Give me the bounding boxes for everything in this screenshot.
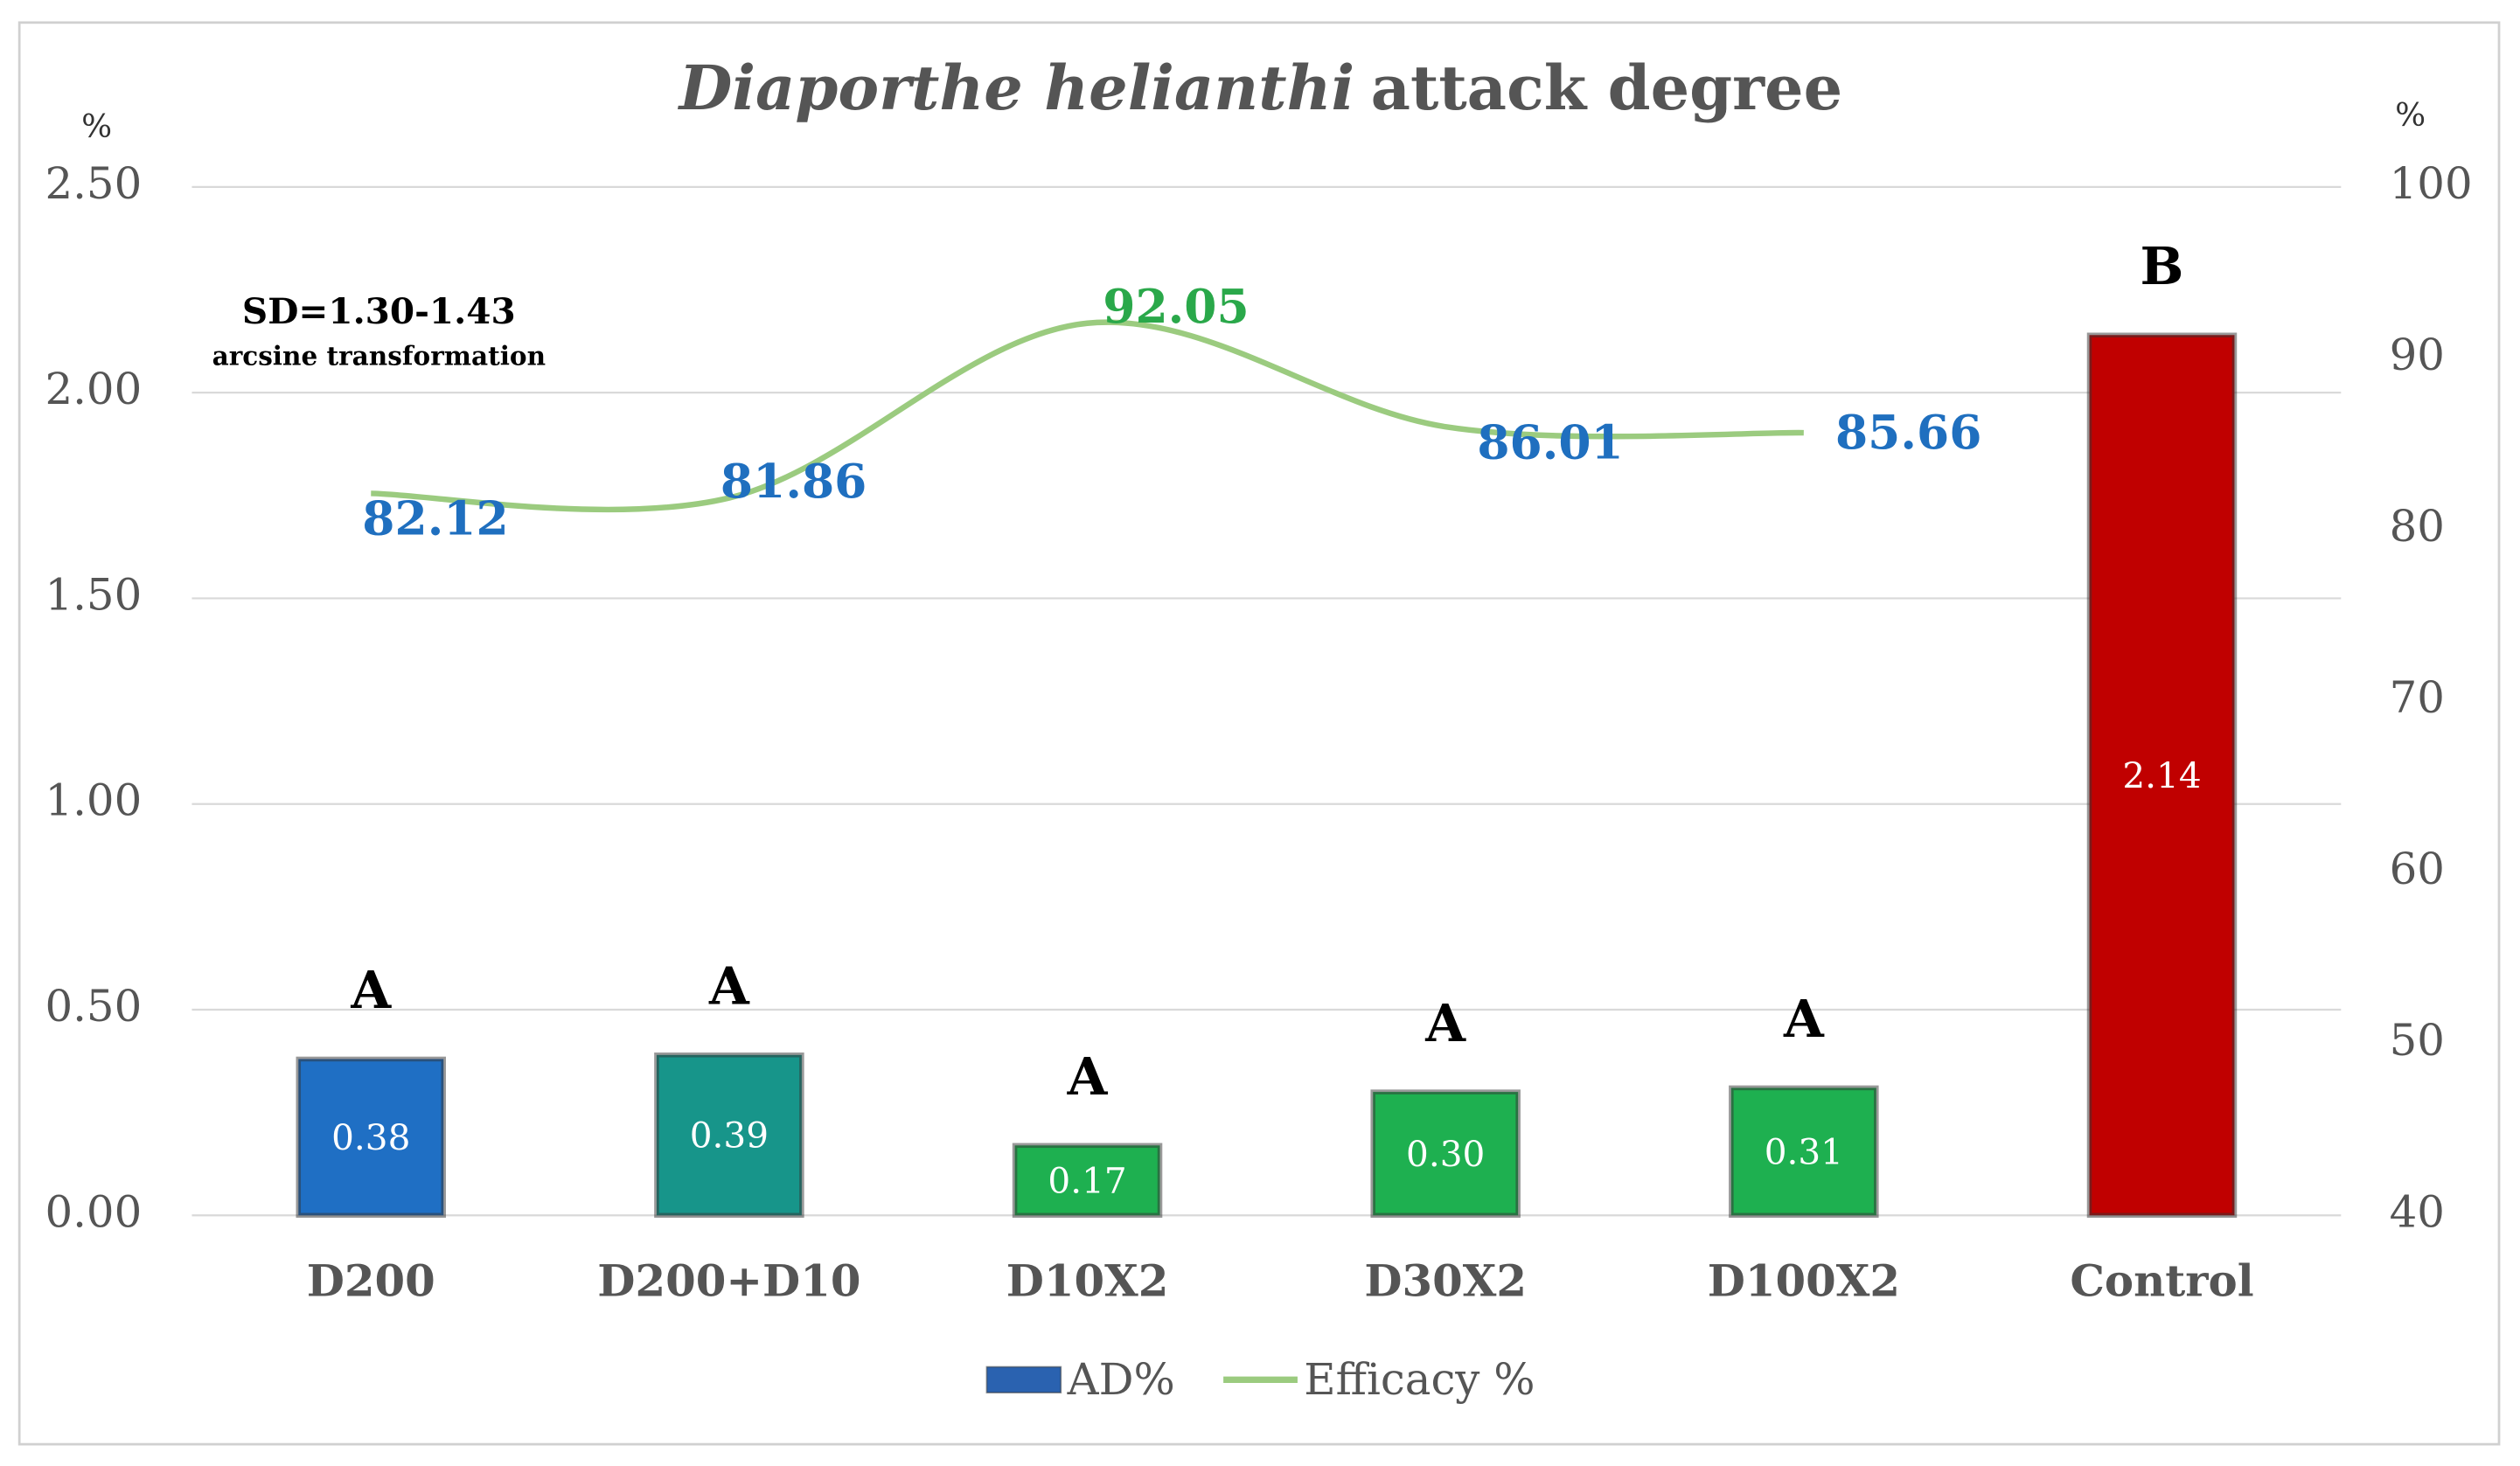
line-value-label: 81.86 [720,454,867,509]
bar [1729,1085,1879,1219]
y2-tick-label: 70 [2390,672,2445,723]
significance-letter: A [708,956,750,1017]
annotation: arcsine transformation [212,340,546,371]
y2-tick-label: 50 [2390,1015,2445,1066]
y-tick-label: 0.00 [45,1186,142,1237]
legend-label: AD% [1067,1354,1175,1405]
x-tick-label: D100X2 [1708,1255,1900,1307]
bar-value-label: 0.39 [690,1115,769,1157]
line-value-label: 82.12 [362,491,508,546]
chart-title: Diaporthe helianthi attack degree [678,52,1843,124]
legend-label: Efficacy % [1304,1354,1535,1405]
line-value-label: 85.66 [1835,405,1981,460]
line-value-label: 86.01 [1477,414,1623,469]
bar [654,1052,804,1219]
significance-letter: A [1067,1046,1109,1107]
y2-tick-label: 90 [2390,330,2445,380]
bar [2086,332,2238,1219]
title-part: attack degree [1371,52,1843,124]
y2-tick-label: 100 [2390,158,2473,209]
bar-value-label: 0.17 [1048,1159,1126,1201]
line [371,319,1804,513]
significance-letter: A [350,960,392,1020]
line-value-label: 92.05 [1103,279,1249,334]
y-tick-label: 1.00 [45,775,142,826]
x-tick-label: D200+D10 [597,1255,860,1307]
significance-letter: A [1424,993,1466,1053]
significance-letter: A [1783,989,1825,1049]
x-tick-label: D200 [307,1255,435,1307]
y2-tick-label: 80 [2390,501,2445,552]
y-axis-label: % [81,108,112,145]
bar-value-label: 2.14 [2122,754,2201,796]
y-tick-label: 1.50 [45,569,142,620]
bar-value-label: 0.31 [1765,1131,1843,1173]
x-tick-label: D10X2 [1006,1255,1169,1307]
y-tick-label: 0.50 [45,981,142,1032]
bar [296,1056,446,1219]
bar-value-label: 0.38 [331,1116,410,1158]
x-tick-label: D30X2 [1364,1255,1527,1307]
bar-value-label: 0.30 [1406,1133,1485,1175]
annotation: SD=1.30-1.43 [242,290,516,332]
bar [1012,1143,1163,1219]
significance-letter: B [2141,236,2184,296]
y2-tick-label: 40 [2390,1186,2445,1237]
legend-swatch [985,1365,1062,1394]
y2-axis-label: % [2395,96,2426,134]
x-tick-label: Control [2070,1255,2253,1307]
y-tick-label: 2.00 [45,364,142,414]
title-part: Diaporthe helianthi [678,52,1355,124]
bar [1370,1089,1521,1219]
y2-tick-label: 60 [2390,844,2445,894]
y-tick-label: 2.50 [45,158,142,209]
